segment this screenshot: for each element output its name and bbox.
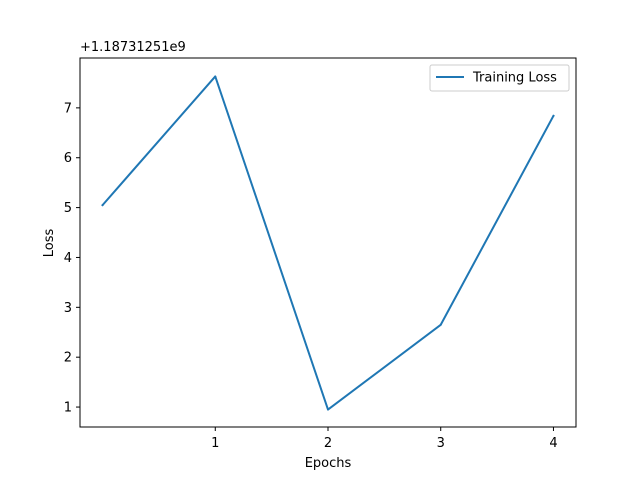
y-tick-label: 7 (64, 101, 72, 116)
x-tick-label: 3 (437, 436, 445, 451)
data-point (101, 204, 104, 207)
x-tick-label: 2 (324, 436, 332, 451)
legend-label-training-loss: Training Loss (472, 71, 557, 86)
x-axis-label: Epochs (305, 456, 352, 471)
y-tick-label: 1 (64, 401, 72, 416)
data-point (552, 114, 555, 117)
plot-area (80, 58, 576, 427)
legend-box (429, 64, 570, 92)
x-axis-ticks: 1 2 3 4 (211, 427, 558, 451)
data-point (214, 75, 217, 78)
legend: Training Loss (429, 64, 570, 92)
y-axis-offset-label: +1.18731251e9 (80, 40, 186, 55)
y-tick-label: 5 (64, 201, 72, 216)
y-tick-label: 4 (64, 251, 72, 266)
y-axis-ticks: 1 2 3 4 5 6 7 (64, 101, 80, 416)
series-points (101, 75, 555, 411)
data-point (327, 408, 329, 411)
y-axis-label: Loss (42, 229, 57, 258)
x-tick-label: 4 (549, 436, 557, 451)
y-tick-label: 2 (64, 351, 72, 366)
x-tick-label: 1 (211, 436, 219, 451)
y-tick-label: 6 (64, 151, 72, 166)
y-tick-label: 3 (64, 301, 72, 316)
plot-frame (79, 57, 577, 428)
data-point (439, 323, 442, 326)
